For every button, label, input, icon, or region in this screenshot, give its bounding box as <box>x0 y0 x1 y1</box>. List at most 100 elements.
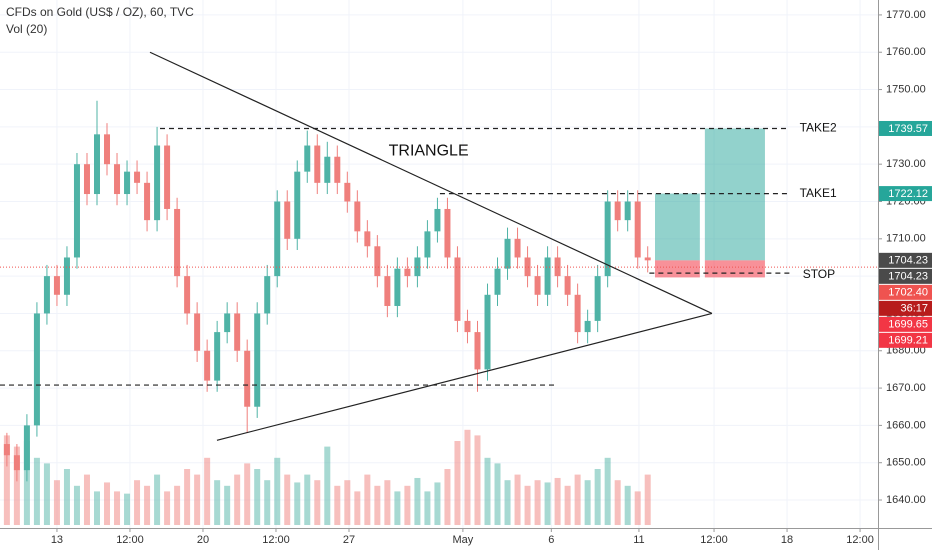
candle-body <box>134 171 141 183</box>
drawings: TRIANGLE TAKE2 TAKE1 STOP <box>0 51 878 441</box>
candle-body <box>3 444 10 456</box>
volume-bar <box>114 491 121 525</box>
volume-bar <box>374 485 381 525</box>
x-tick-label: May <box>452 534 473 546</box>
candle-body <box>174 208 181 277</box>
candle-body <box>264 276 271 314</box>
candle-body <box>73 164 80 258</box>
candle-body <box>474 332 481 370</box>
candle-body <box>364 231 371 247</box>
volume-bar <box>464 429 471 525</box>
price-label-bg <box>879 268 932 284</box>
candle-body <box>344 182 351 202</box>
price-label: 36:17 <box>900 303 928 315</box>
volume-bar <box>63 469 70 525</box>
volume-bar <box>174 485 181 525</box>
candle-body <box>234 313 241 351</box>
x-tick-label: 12:00 <box>846 534 874 546</box>
volume-bar <box>314 480 321 525</box>
volume-bar <box>184 469 191 525</box>
candle-body <box>634 201 641 258</box>
volume-bar <box>434 482 441 525</box>
candle-body <box>534 276 541 295</box>
candle-body <box>594 276 601 321</box>
price-label: 1704.23 <box>888 255 928 267</box>
volume-bar <box>324 446 331 525</box>
price-label: 1699.21 <box>888 335 928 347</box>
volume-bar <box>254 469 261 525</box>
candle-body <box>624 201 631 221</box>
candle-body <box>394 268 401 306</box>
candle-body <box>83 164 90 195</box>
candle-body <box>564 276 571 295</box>
candle-body <box>304 145 311 172</box>
volume-bar <box>604 457 611 525</box>
candle-body <box>43 276 50 314</box>
candle-body <box>604 201 611 277</box>
volume-bar <box>534 480 541 525</box>
candle-body <box>574 294 581 333</box>
candle-body <box>524 257 531 277</box>
y-tick-label: 1640.00 <box>886 494 926 506</box>
x-tick-label: 27 <box>343 534 355 546</box>
axes: 1640.001650.001660.001670.001680.001690.… <box>51 9 932 546</box>
price-label-bg <box>879 300 932 316</box>
candle-body <box>334 156 341 183</box>
volume-bar <box>384 480 391 525</box>
target-zone <box>655 193 700 261</box>
volume-bar <box>124 493 131 525</box>
y-tick-label: 1760.00 <box>886 46 926 58</box>
volume-bar <box>154 474 161 525</box>
candle-body <box>374 246 381 277</box>
price-label: 1704.23 <box>888 271 928 283</box>
volume-bar <box>304 474 311 525</box>
volume-bar <box>544 482 551 525</box>
volume-bar <box>504 480 511 525</box>
volume-bar <box>244 463 251 525</box>
candle-body <box>504 238 511 269</box>
y-tick-label: 1650.00 <box>886 457 926 469</box>
annotation: TAKE1 <box>800 186 837 200</box>
volume-bar <box>13 446 20 525</box>
candle-body <box>93 134 100 195</box>
volume-bar <box>524 485 531 525</box>
volume-bar <box>454 441 461 525</box>
volume-bar <box>394 491 401 525</box>
y-tick-label: 1710.00 <box>886 233 926 245</box>
candle-body <box>23 425 30 471</box>
volume-bar <box>3 435 10 525</box>
candle-body <box>444 208 451 258</box>
price-label-bg <box>879 252 932 268</box>
candle-body <box>514 238 521 258</box>
volume-bar <box>614 480 621 525</box>
volume-bar <box>73 485 80 525</box>
volume-bar <box>224 485 231 525</box>
x-tick-label: 13 <box>51 534 63 546</box>
candle-body <box>164 145 171 209</box>
volume-bar <box>414 477 421 525</box>
volume-bar <box>424 491 431 525</box>
volume-bar <box>634 491 641 525</box>
candle-body <box>554 257 561 277</box>
volume-bar <box>294 482 301 525</box>
candle-body <box>354 201 361 232</box>
candle-body <box>33 313 40 426</box>
volume-bar <box>274 457 281 525</box>
candle-body <box>124 171 131 195</box>
volume-bar <box>514 474 521 525</box>
candle-body <box>274 201 281 277</box>
volume-bar <box>494 463 501 525</box>
volume-bar <box>43 463 50 525</box>
y-tick-label: 1750.00 <box>886 83 926 95</box>
y-tick-label: 1670.00 <box>886 382 926 394</box>
y-tick-label: 1730.00 <box>886 158 926 170</box>
volume-bar <box>624 485 631 525</box>
candle-body <box>154 145 161 221</box>
y-tick-label: 1660.00 <box>886 419 926 431</box>
candle-body <box>494 268 501 295</box>
volume-bar <box>214 480 221 525</box>
volume-bar <box>204 457 211 525</box>
candle-body <box>184 276 191 314</box>
candle-body <box>434 208 441 232</box>
